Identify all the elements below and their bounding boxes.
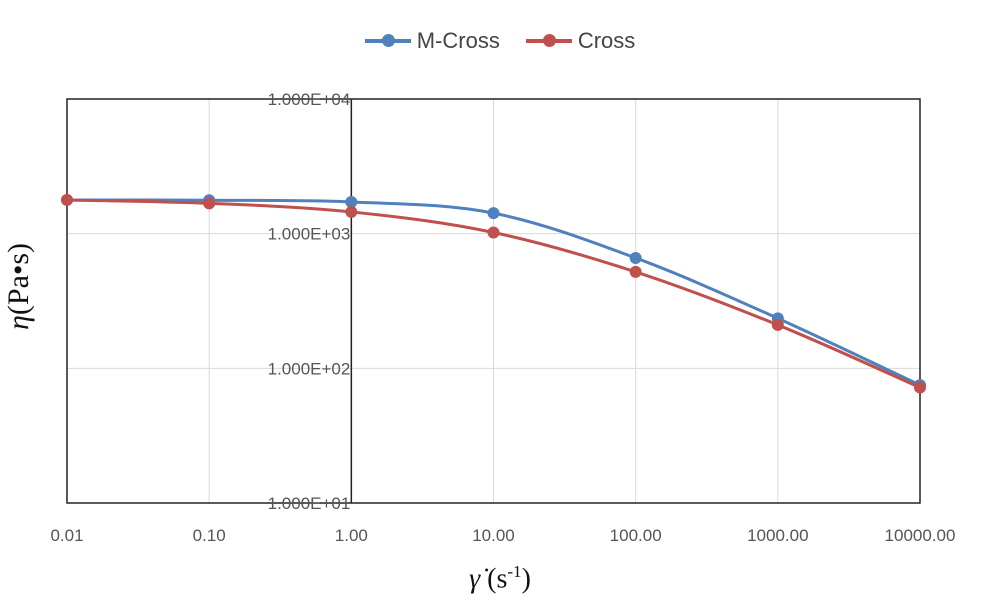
y-tick-label: 1.000E+02 [268, 359, 351, 378]
x-axis-title: γ̇ (s-1) [0, 562, 1000, 595]
legend-swatch-m-cross [364, 34, 411, 47]
legend-label-m-cross: M-Cross [416, 28, 500, 53]
plot-border [66, 98, 921, 504]
data-point-cross [771, 318, 784, 331]
data-point-cross [61, 193, 73, 206]
x-tick-label: 1000.00 [747, 526, 808, 545]
x-tick-label: 0.01 [50, 526, 83, 545]
x-axis-unit-open: (s [480, 563, 508, 595]
x-axis-unit-sup: -1 [507, 562, 522, 581]
data-point-m-cross [487, 207, 500, 220]
data-point-m-cross [629, 251, 642, 264]
data-point-m-cross [345, 195, 358, 208]
y-axis-title: η(Pa•s) [2, 243, 36, 330]
data-point-cross [345, 205, 358, 218]
y-axis-symbol: η [2, 315, 35, 330]
legend-swatch-cross [525, 34, 572, 47]
legend-item-m-cross: M-Cross [364, 28, 500, 54]
data-point-cross [203, 197, 216, 210]
x-tick-label: 0.10 [193, 526, 226, 545]
x-tick-label: 10000.00 [885, 526, 956, 545]
y-tick-label: 1.000E+01 [268, 494, 351, 513]
data-point-cross [914, 381, 926, 394]
x-tick-label: 10.00 [472, 526, 515, 545]
legend: M-Cross Cross [0, 28, 1000, 54]
data-point-cross [487, 226, 500, 239]
legend-item-cross: Cross [525, 28, 636, 54]
x-tick-label: 1.00 [335, 526, 368, 545]
data-point-cross [629, 265, 642, 278]
x-axis-symbol: γ̇ [469, 563, 481, 595]
x-axis-unit-close: ) [521, 563, 531, 595]
legend-label-cross: Cross [577, 28, 636, 53]
y-tick-label: 1.000E+04 [268, 90, 351, 109]
y-tick-label: 1.000E+03 [268, 225, 351, 244]
x-tick-label: 100.00 [610, 526, 662, 545]
y-axis-unit: (Pa•s) [2, 242, 35, 316]
